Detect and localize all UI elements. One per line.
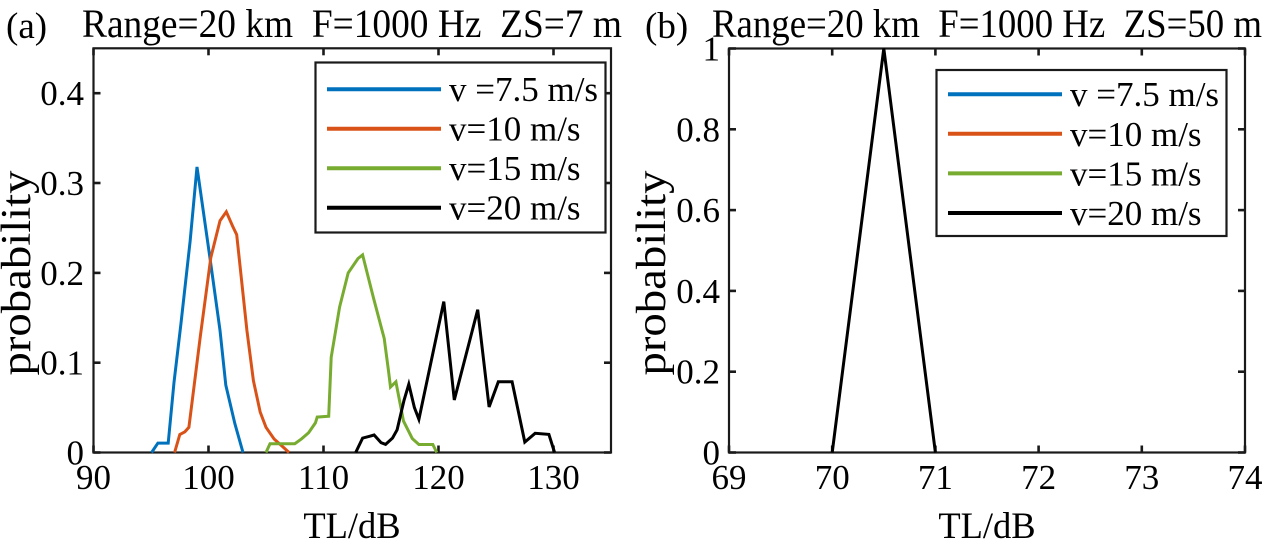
svg-text:110: 110 bbox=[298, 458, 349, 497]
svg-text:v=15 m/s: v=15 m/s bbox=[1070, 154, 1202, 193]
svg-text:0.2: 0.2 bbox=[676, 353, 720, 392]
svg-text:120: 120 bbox=[412, 458, 465, 497]
svg-text:0.2: 0.2 bbox=[40, 254, 84, 293]
svg-text:1: 1 bbox=[703, 30, 721, 69]
svg-text:probability: probability bbox=[0, 171, 40, 376]
svg-text:v=15 m/s: v=15 m/s bbox=[449, 149, 581, 188]
svg-text:0: 0 bbox=[67, 434, 85, 473]
svg-text:0: 0 bbox=[703, 434, 721, 473]
svg-text:TL/dB: TL/dB bbox=[938, 505, 1035, 543]
svg-text:0.4: 0.4 bbox=[676, 272, 720, 311]
svg-text:0.4: 0.4 bbox=[40, 74, 84, 113]
svg-text:v =7.5 m/s: v =7.5 m/s bbox=[1070, 75, 1219, 114]
svg-text:73: 73 bbox=[1124, 458, 1159, 497]
svg-text:0.8: 0.8 bbox=[676, 110, 720, 149]
svg-text:0.3: 0.3 bbox=[40, 164, 84, 203]
svg-text:0.1: 0.1 bbox=[40, 344, 84, 383]
svg-text:v=20 m/s: v=20 m/s bbox=[1070, 194, 1202, 233]
svg-text:100: 100 bbox=[182, 458, 235, 497]
svg-text:TL/dB: TL/dB bbox=[303, 505, 400, 543]
svg-text:72: 72 bbox=[1021, 458, 1056, 497]
svg-text:71: 71 bbox=[918, 458, 953, 497]
svg-text:v =7.5 m/s: v =7.5 m/s bbox=[449, 70, 598, 109]
svg-text:(b): (b) bbox=[645, 6, 688, 47]
svg-text:90: 90 bbox=[76, 458, 111, 497]
svg-text:v=10 m/s: v=10 m/s bbox=[449, 110, 581, 149]
svg-text:(a): (a) bbox=[6, 6, 47, 47]
svg-text:probability: probability bbox=[629, 171, 675, 376]
svg-text:v=20 m/s: v=20 m/s bbox=[449, 189, 581, 228]
svg-text:70: 70 bbox=[815, 458, 850, 497]
svg-text:v=10 m/s: v=10 m/s bbox=[1070, 115, 1202, 154]
svg-text:Range=20 km F=1000 Hz ZS=50: Range=20 km F=1000 Hz ZS=50 m bbox=[712, 1, 1262, 46]
svg-text:69: 69 bbox=[712, 458, 747, 497]
svg-text:74: 74 bbox=[1228, 458, 1263, 497]
svg-text:0.6: 0.6 bbox=[676, 191, 720, 230]
svg-text:Range=20 km F=1000 Hz ZS=7 m: Range=20 km F=1000 Hz ZS=7 m bbox=[82, 1, 622, 46]
svg-text:130: 130 bbox=[527, 458, 580, 497]
